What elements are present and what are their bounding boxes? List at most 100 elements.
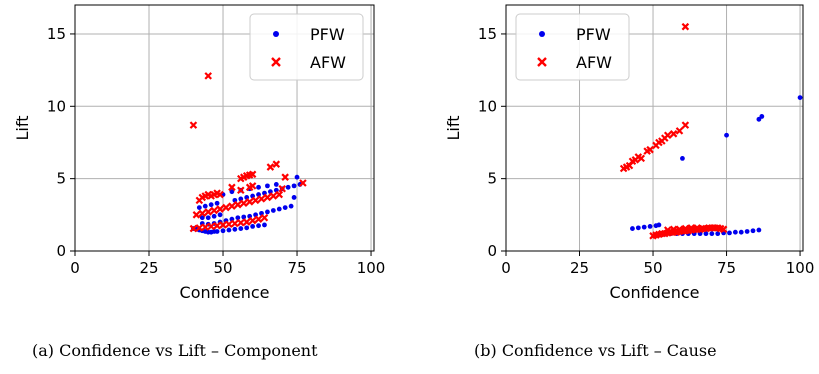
plot-frame xyxy=(505,4,804,252)
afw-point xyxy=(260,213,269,222)
afw-point xyxy=(210,206,218,215)
pfw-point xyxy=(709,231,715,237)
pfw-point xyxy=(703,231,709,237)
afw-point xyxy=(681,121,690,129)
pfw-point xyxy=(202,203,208,209)
pfw-point xyxy=(265,183,270,189)
pfw-point xyxy=(250,224,256,229)
legend-label: PFW xyxy=(310,25,345,44)
pfw-point xyxy=(738,229,744,235)
x-tick-label: 0 xyxy=(501,259,511,277)
y-tick-label: 15 xyxy=(47,25,66,43)
afw-point xyxy=(669,225,678,234)
pfw-point xyxy=(205,215,211,221)
afw-point xyxy=(225,220,233,229)
afw-point xyxy=(204,72,212,80)
afw-point xyxy=(219,221,227,229)
afw-point xyxy=(201,223,210,231)
afw-point xyxy=(207,222,215,231)
legend-marker-afw xyxy=(271,57,281,67)
pfw-point xyxy=(282,205,288,210)
afw-point xyxy=(299,179,307,187)
afw-point xyxy=(681,22,690,31)
pfw-point xyxy=(285,184,291,190)
pfw-point xyxy=(294,174,300,180)
afw-point xyxy=(213,221,221,230)
afw-point xyxy=(248,170,257,179)
pfw-point xyxy=(196,205,202,210)
afw-point xyxy=(669,130,678,138)
x-tick-label: 50 xyxy=(643,259,662,277)
pfw-point xyxy=(238,226,244,231)
pfw-point xyxy=(291,195,297,200)
y-tick-label: 5 xyxy=(56,170,66,188)
pfw-point xyxy=(727,230,732,236)
pfw-point xyxy=(756,227,762,233)
afw-point xyxy=(281,173,289,181)
pfw-point xyxy=(273,182,279,187)
x-axis-label: Confidence xyxy=(610,283,700,302)
afw-point xyxy=(231,219,239,228)
y-tick-label: 10 xyxy=(478,97,497,115)
afw-point xyxy=(248,216,257,225)
afw-point xyxy=(272,160,281,168)
afw-point xyxy=(254,215,263,223)
legend-label: AFW xyxy=(310,53,346,72)
afw-point xyxy=(198,209,207,218)
pfw-point xyxy=(256,184,261,190)
legend: PFW AFW xyxy=(249,13,364,81)
afw-point xyxy=(234,200,242,209)
afw-point xyxy=(239,199,248,208)
pfw-point xyxy=(276,206,282,212)
pfw-point xyxy=(647,224,653,229)
x-axis-label: Confidence xyxy=(180,283,270,302)
afw-point xyxy=(248,182,257,190)
afw-point xyxy=(266,163,275,171)
pfw-point xyxy=(750,228,756,234)
y-axis-label: Lift xyxy=(444,116,463,141)
pfw-point xyxy=(291,183,297,189)
legend-marker-afw xyxy=(537,57,547,67)
chart-panel-component: 0 25 50 75 100 0 5 10 15 Confidence Lift PFW AFW xyxy=(13,4,385,302)
pfw-point xyxy=(241,214,247,220)
caption-component: (a) Confidence vs Lift – Component xyxy=(32,341,318,360)
legend-label: AFW xyxy=(576,53,612,72)
afw-point xyxy=(275,190,284,199)
legend-marker-pfw xyxy=(273,31,279,37)
afw-point xyxy=(269,192,278,200)
afw-point xyxy=(675,225,684,234)
pfw-point xyxy=(270,208,276,213)
y-tick-label: 10 xyxy=(47,97,66,115)
pfw-point xyxy=(656,222,662,228)
pfw-point xyxy=(715,231,721,237)
pfw-point xyxy=(220,228,226,234)
pfw-point xyxy=(635,225,641,231)
afw-point xyxy=(189,224,198,233)
pfw-point xyxy=(214,229,220,234)
plot-frame xyxy=(74,4,375,252)
x-tick-label: 50 xyxy=(213,259,232,277)
pfw-point xyxy=(680,155,685,161)
y-tick-label: 15 xyxy=(478,25,497,43)
afw-point xyxy=(237,219,245,227)
afw-point xyxy=(222,203,230,212)
afw-point xyxy=(646,145,654,154)
pfw-point xyxy=(214,200,220,206)
pfw-point xyxy=(732,229,738,235)
afw-point xyxy=(693,224,701,232)
pfw-point xyxy=(724,132,729,138)
pfw-point xyxy=(262,222,267,228)
afw-point xyxy=(663,131,672,140)
afw-point xyxy=(216,190,224,199)
y-tick-label: 0 xyxy=(56,242,66,260)
afw-point xyxy=(257,195,266,203)
pfw-point xyxy=(208,202,214,208)
x-tick-label: 75 xyxy=(287,259,306,277)
afw-point xyxy=(251,196,260,205)
legend-label: PFW xyxy=(576,25,611,44)
pfw-point xyxy=(641,224,647,230)
pfw-point xyxy=(199,215,205,221)
pfw-point xyxy=(244,225,250,231)
caption-cause: (b) Confidence vs Lift – Cause xyxy=(474,341,717,360)
pfw-point xyxy=(265,209,270,215)
